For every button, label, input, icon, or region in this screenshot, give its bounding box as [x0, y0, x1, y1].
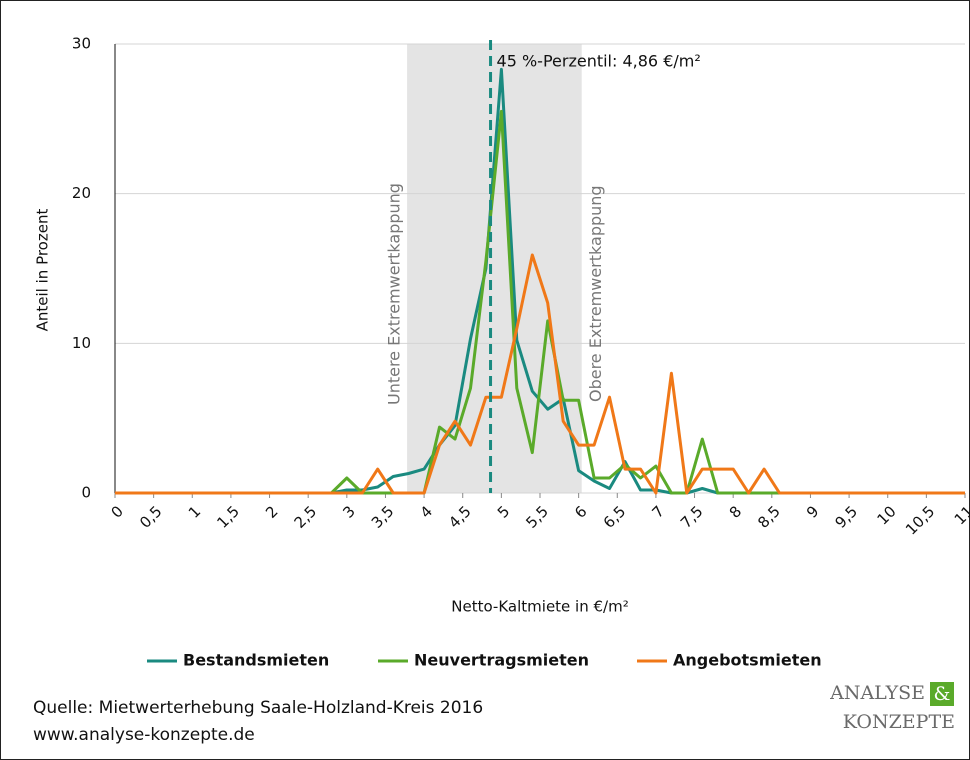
source-url: www.analyse-konzepte.de: [33, 725, 255, 745]
series-line: [115, 253, 965, 495]
logo-text: ANALYSE: [829, 682, 925, 704]
logo-text: KONZEPTE: [843, 711, 955, 733]
legend-label: Bestandsmieten: [183, 651, 329, 670]
legend-label: Angebotsmieten: [673, 651, 822, 670]
x-axis-title: Netto-Kaltmiete in €/m²: [451, 598, 628, 616]
cap-label: Obere Extremwertkappung: [586, 185, 605, 402]
cap-band: [407, 44, 582, 493]
y-tick-label: 0: [81, 484, 91, 502]
y-tick-label: 20: [72, 184, 91, 202]
logo-box: [930, 682, 954, 706]
percentile-label: 45 %-Perzentil: 4,86 €/m²: [497, 52, 701, 71]
cap-label: Untere Extremwertkappung: [385, 183, 404, 405]
source-text: Quelle: Mietwerterhebung Saale-Holzland-…: [33, 698, 483, 718]
legend-label: Neuvertragsmieten: [414, 651, 589, 670]
logo-amp: &: [934, 683, 951, 705]
y-tick-label: 30: [72, 35, 91, 53]
y-axis-title: Anteil in Prozent: [34, 209, 52, 332]
y-tick-label: 10: [72, 334, 91, 352]
